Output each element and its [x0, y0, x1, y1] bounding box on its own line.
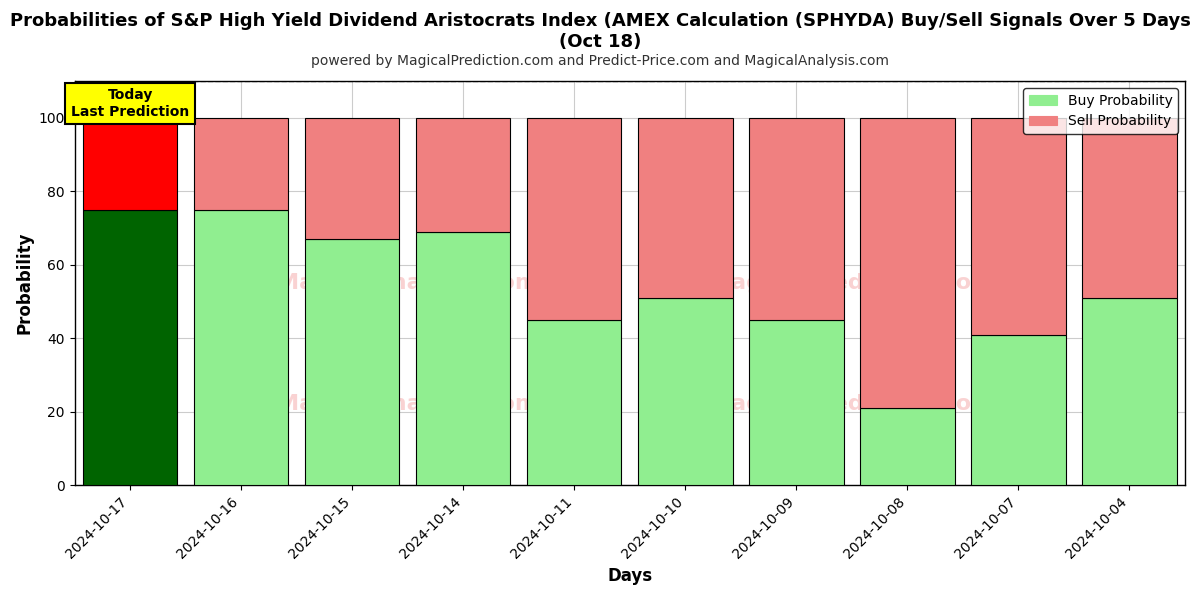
- Bar: [860, 408, 955, 485]
- Bar: [305, 118, 400, 239]
- Bar: [749, 118, 844, 320]
- Legend: Buy Probability, Sell Probability: Buy Probability, Sell Probability: [1024, 88, 1178, 134]
- Bar: [527, 320, 622, 485]
- Bar: [971, 335, 1066, 485]
- Text: MagicalAnalysis.com: MagicalAnalysis.com: [277, 273, 539, 293]
- Bar: [638, 118, 732, 298]
- Text: MagicalAnalysis.com: MagicalAnalysis.com: [277, 394, 539, 415]
- Text: Probabilities of S&P High Yield Dividend Aristocrats Index (AMEX Calculation (SP: Probabilities of S&P High Yield Dividend…: [10, 12, 1190, 51]
- Bar: [83, 209, 178, 485]
- Bar: [860, 118, 955, 408]
- Text: Today
Last Prediction: Today Last Prediction: [71, 88, 190, 119]
- Text: MagicalPrediction.com: MagicalPrediction.com: [709, 273, 995, 293]
- Bar: [416, 118, 510, 232]
- Bar: [416, 232, 510, 485]
- Bar: [194, 209, 288, 485]
- Bar: [83, 118, 178, 209]
- Bar: [1082, 298, 1177, 485]
- X-axis label: Days: Days: [607, 567, 653, 585]
- Bar: [971, 118, 1066, 335]
- Text: MagicalPrediction.com: MagicalPrediction.com: [709, 394, 995, 415]
- Bar: [194, 118, 288, 209]
- Y-axis label: Probability: Probability: [16, 232, 34, 334]
- Bar: [638, 298, 732, 485]
- Bar: [1082, 118, 1177, 298]
- Bar: [749, 320, 844, 485]
- Bar: [305, 239, 400, 485]
- Text: powered by MagicalPrediction.com and Predict-Price.com and MagicalAnalysis.com: powered by MagicalPrediction.com and Pre…: [311, 54, 889, 68]
- Bar: [527, 118, 622, 320]
